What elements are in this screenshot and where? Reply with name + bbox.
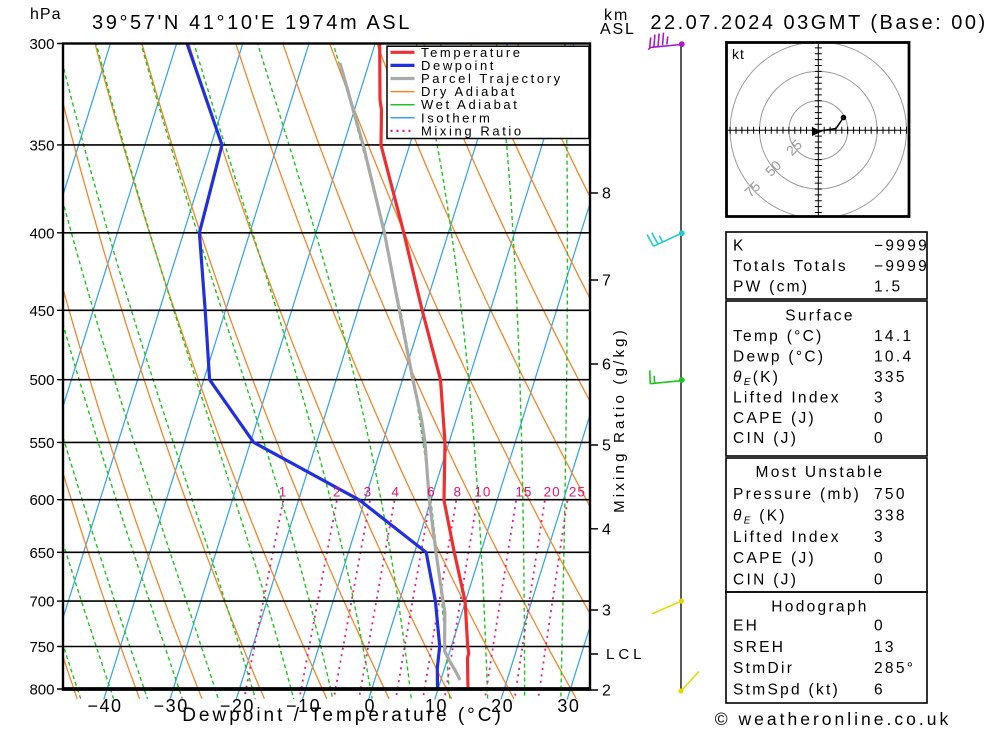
svg-text:285°: 285°: [874, 660, 915, 677]
svg-text:1.5: 1.5: [874, 279, 902, 296]
svg-text:13: 13: [874, 639, 896, 656]
svg-text:Mixing Ratio (g/kg): Mixing Ratio (g/kg): [611, 327, 628, 513]
svg-text:450: 450: [29, 303, 54, 320]
svg-text:EH: EH: [733, 618, 759, 635]
svg-text:Dewp (°C): Dewp (°C): [733, 348, 825, 365]
svg-text:550: 550: [29, 435, 54, 452]
svg-text:10: 10: [474, 485, 491, 500]
svg-text:0: 0: [874, 572, 885, 589]
svg-text:8: 8: [453, 485, 462, 500]
svg-text:Most Unstable: Most Unstable: [756, 464, 885, 481]
svg-text:400: 400: [29, 225, 54, 242]
svg-text:0: 0: [874, 430, 885, 447]
svg-text:Temperature: Temperature: [421, 45, 523, 60]
svg-text:15: 15: [515, 485, 532, 500]
svg-text:© weatheronline.co.uk: © weatheronline.co.uk: [715, 709, 951, 729]
svg-text:3: 3: [602, 603, 611, 620]
svg-text:750: 750: [874, 486, 907, 503]
svg-text:39°57'N 41°10'E 1974m ASL: 39°57'N 41°10'E 1974m ASL: [92, 12, 412, 34]
svg-text:1: 1: [279, 485, 288, 500]
svg-text:SREH: SREH: [733, 639, 785, 656]
svg-text:3: 3: [874, 529, 885, 546]
svg-text:θE(K): θE(K): [733, 369, 780, 388]
svg-text:20: 20: [544, 485, 561, 500]
svg-text:650: 650: [29, 545, 54, 562]
svg-text:CIN (J): CIN (J): [733, 572, 798, 589]
svg-text:ASL: ASL: [600, 21, 636, 38]
svg-text:500: 500: [29, 372, 54, 389]
svg-text:30: 30: [557, 696, 580, 716]
svg-text:−30: −30: [154, 696, 189, 716]
svg-text:CIN (J): CIN (J): [733, 430, 798, 447]
svg-text:335: 335: [874, 369, 907, 386]
svg-text:5: 5: [602, 438, 611, 455]
svg-text:Parcel Trajectory: Parcel Trajectory: [421, 71, 563, 86]
svg-text:K: K: [733, 238, 746, 255]
svg-text:−9999: −9999: [874, 258, 929, 275]
svg-text:800: 800: [29, 682, 54, 699]
svg-text:Temp (°C): Temp (°C): [733, 328, 824, 345]
svg-text:Lifted Index: Lifted Index: [733, 529, 841, 546]
svg-text:3: 3: [364, 485, 373, 500]
svg-text:θE (K): θE (K): [733, 507, 787, 526]
svg-text:Mixing Ratio: Mixing Ratio: [421, 123, 524, 138]
svg-text:0: 0: [365, 696, 377, 716]
svg-text:Dry Adiabat: Dry Adiabat: [421, 84, 517, 99]
svg-text:Dewpoint / Temperature (°C): Dewpoint / Temperature (°C): [182, 705, 504, 726]
svg-text:10: 10: [425, 696, 448, 716]
svg-text:Lifted Index: Lifted Index: [733, 389, 841, 406]
svg-text:20: 20: [491, 696, 514, 716]
svg-text:hPa: hPa: [30, 6, 61, 23]
svg-text:StmSpd (kt): StmSpd (kt): [733, 681, 840, 698]
svg-text:7: 7: [602, 273, 611, 290]
svg-text:−9999: −9999: [874, 238, 929, 255]
svg-text:22.07.2024 03GMT (Base: 00): 22.07.2024 03GMT (Base: 00): [650, 12, 987, 34]
svg-text:Isotherm: Isotherm: [421, 110, 492, 125]
svg-text:−10: −10: [286, 696, 321, 716]
svg-text:−20: −20: [220, 696, 255, 716]
svg-text:Hodograph: Hodograph: [771, 598, 868, 615]
svg-text:Wet Adiabat: Wet Adiabat: [421, 97, 519, 112]
svg-text:350: 350: [29, 137, 54, 154]
svg-text:Pressure (mb): Pressure (mb): [733, 486, 861, 503]
svg-text:25: 25: [569, 485, 586, 500]
svg-text:600: 600: [29, 492, 54, 509]
svg-text:2: 2: [333, 485, 342, 500]
svg-text:4: 4: [602, 521, 611, 538]
svg-text:0: 0: [874, 550, 885, 567]
svg-text:300: 300: [29, 36, 54, 53]
svg-text:0: 0: [874, 618, 885, 635]
svg-text:4: 4: [392, 485, 401, 500]
svg-text:PW (cm): PW (cm): [733, 279, 809, 296]
svg-text:2: 2: [602, 683, 611, 700]
svg-text:750: 750: [29, 639, 54, 656]
svg-text:0: 0: [874, 410, 885, 427]
svg-text:14.1: 14.1: [874, 328, 913, 345]
svg-text:km: km: [604, 7, 629, 24]
svg-text:CAPE (J): CAPE (J): [733, 410, 816, 427]
svg-text:338: 338: [874, 507, 907, 524]
svg-text:Dewpoint: Dewpoint: [421, 58, 496, 73]
svg-text:CAPE (J): CAPE (J): [733, 550, 816, 567]
svg-text:−40: −40: [87, 696, 122, 716]
svg-text:StmDir: StmDir: [733, 660, 794, 677]
svg-text:6: 6: [602, 357, 611, 374]
svg-text:3: 3: [874, 389, 885, 406]
svg-text:10.4: 10.4: [874, 348, 913, 365]
svg-text:kt: kt: [732, 46, 745, 62]
svg-text:6: 6: [874, 681, 885, 698]
svg-text:Surface: Surface: [785, 308, 855, 325]
svg-text:700: 700: [29, 594, 54, 611]
svg-text:8: 8: [602, 186, 611, 203]
svg-text:Totals Totals: Totals Totals: [733, 258, 848, 275]
svg-text:6: 6: [427, 485, 436, 500]
svg-text:LCL: LCL: [606, 646, 646, 663]
